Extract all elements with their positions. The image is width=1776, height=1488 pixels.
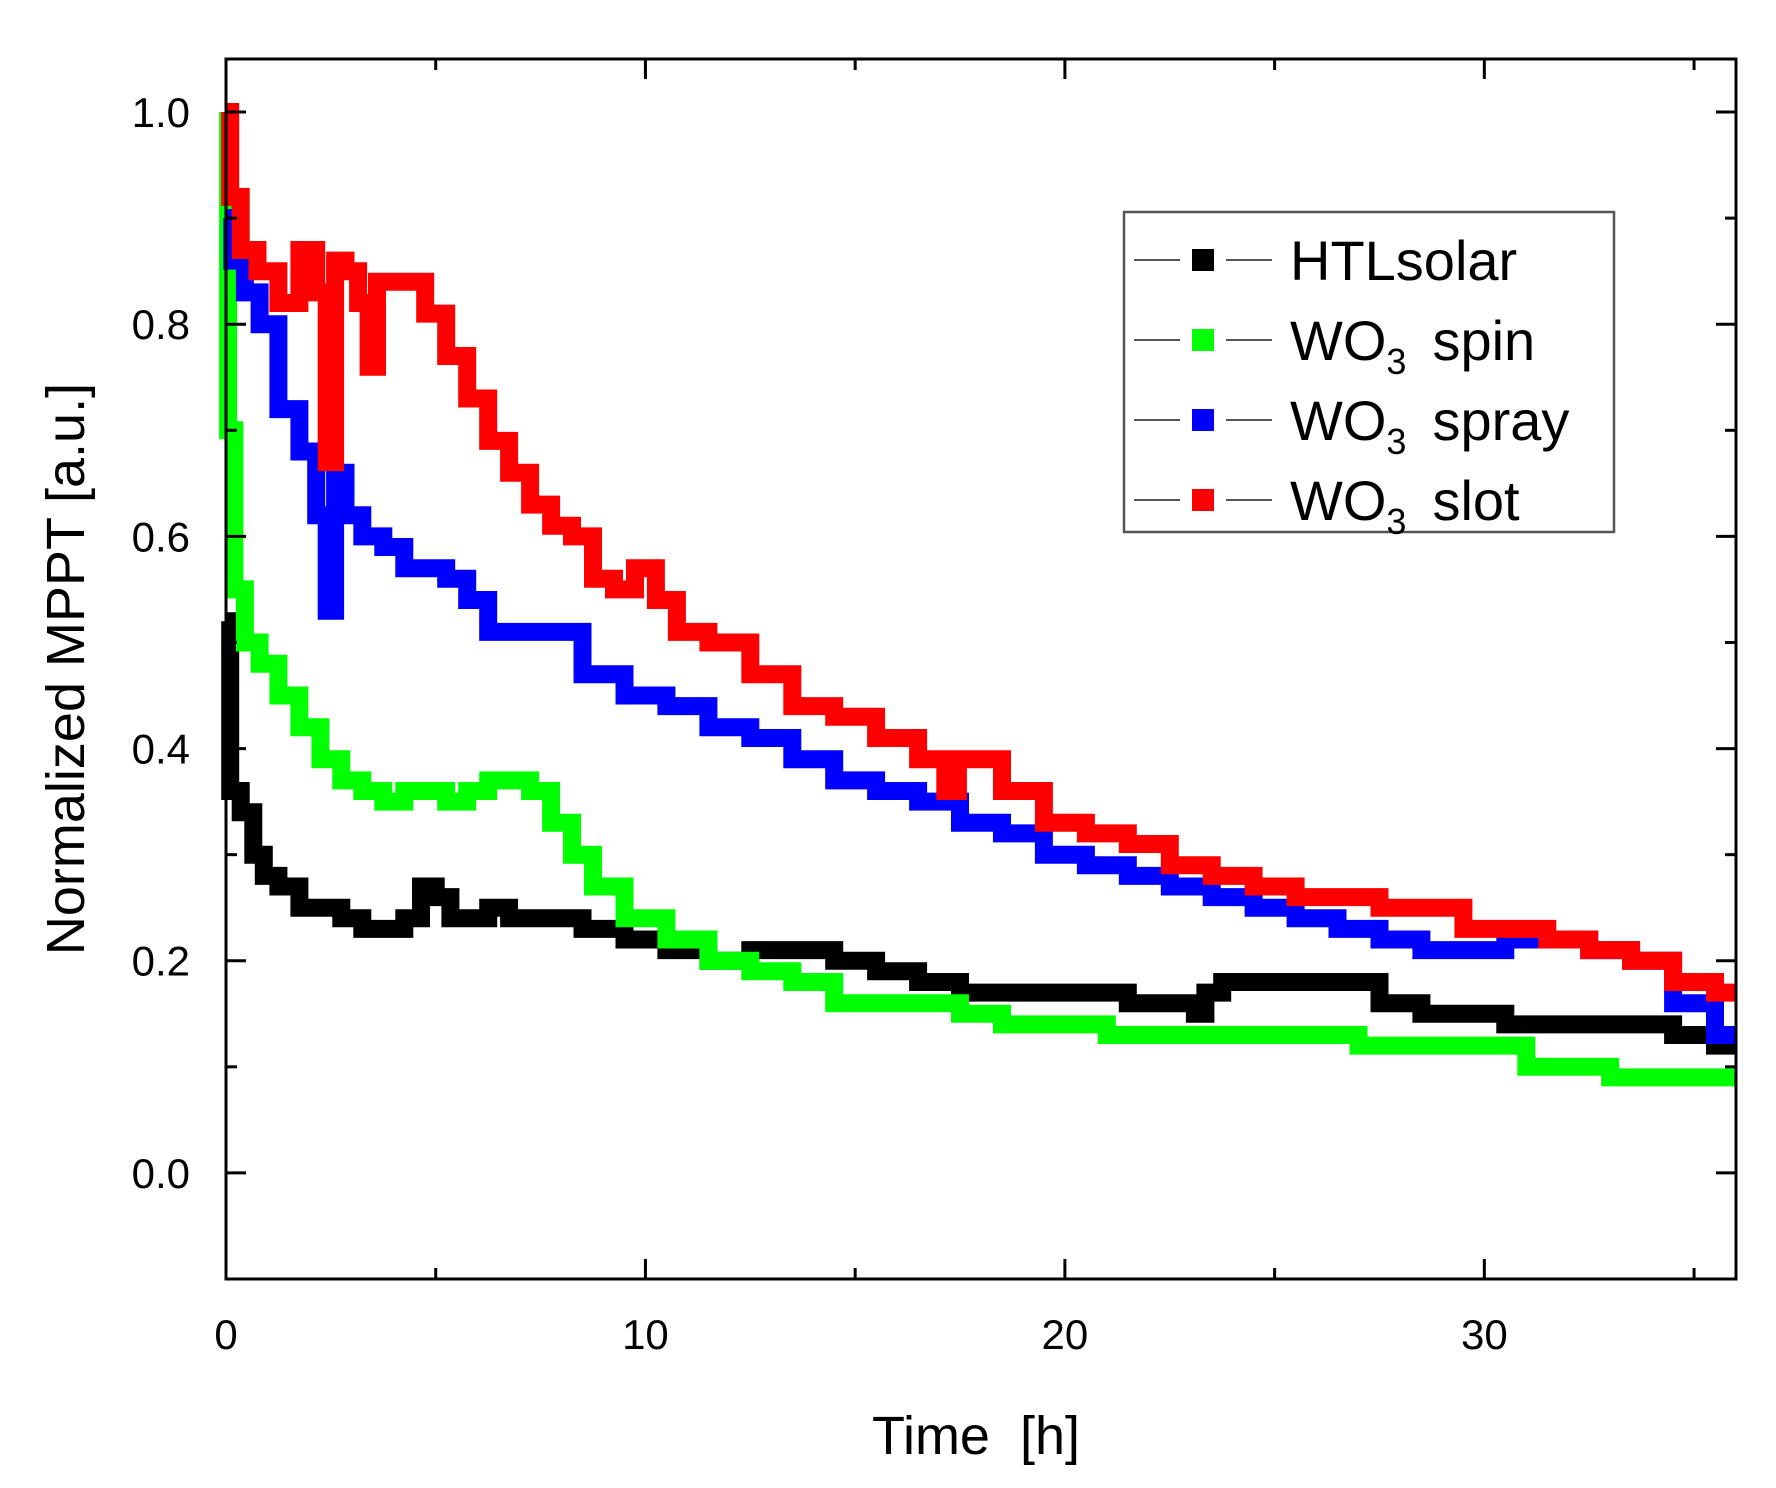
legend-label-wo3-spin: WO3 spin bbox=[1290, 309, 1535, 382]
plot-frame bbox=[224, 57, 1738, 1281]
legend-marker-wo3-slot bbox=[1192, 489, 1214, 511]
legend-marker-htlsolar bbox=[1192, 249, 1214, 271]
series-line-wo3-spray bbox=[223, 209, 1736, 1044]
legend-label-htlsolar: HTLsolar bbox=[1290, 229, 1517, 292]
series-line-wo3-slot bbox=[221, 103, 1736, 1002]
x-tick-label: 10 bbox=[622, 1311, 669, 1358]
legend-marker-wo3-spin bbox=[1192, 329, 1214, 351]
x-tick-label: 0 bbox=[214, 1311, 237, 1358]
legend-marker-wo3-spray bbox=[1192, 409, 1214, 431]
legend-label-wo3-spray: WO3 spray bbox=[1290, 389, 1569, 462]
x-axis-title: Time [h] bbox=[872, 1406, 1080, 1466]
series-line-htlsolar bbox=[221, 612, 1736, 1055]
series-line-wo3-spin bbox=[219, 103, 1736, 1087]
x-tick-label: 20 bbox=[1042, 1311, 1089, 1358]
series-layer bbox=[219, 103, 1736, 1087]
y-tick-label: 0.0 bbox=[132, 1150, 190, 1197]
tick-labels: 0 10 20 30 0.0 0.2 0.4 0.6 0.8 1.0 bbox=[132, 89, 1508, 1358]
y-tick-label: 1.0 bbox=[132, 89, 190, 136]
y-tick-label: 0.4 bbox=[132, 726, 190, 773]
y-tick-label: 0.8 bbox=[132, 301, 190, 348]
y-tick-label: 0.6 bbox=[132, 513, 190, 560]
y-axis-title: Normalized MPPT [a.u.] bbox=[36, 383, 96, 955]
y-tick-label: 0.2 bbox=[132, 938, 190, 985]
legend-label-wo3-slot: WO3 slot bbox=[1290, 469, 1520, 542]
x-tick-label: 30 bbox=[1461, 1311, 1508, 1358]
